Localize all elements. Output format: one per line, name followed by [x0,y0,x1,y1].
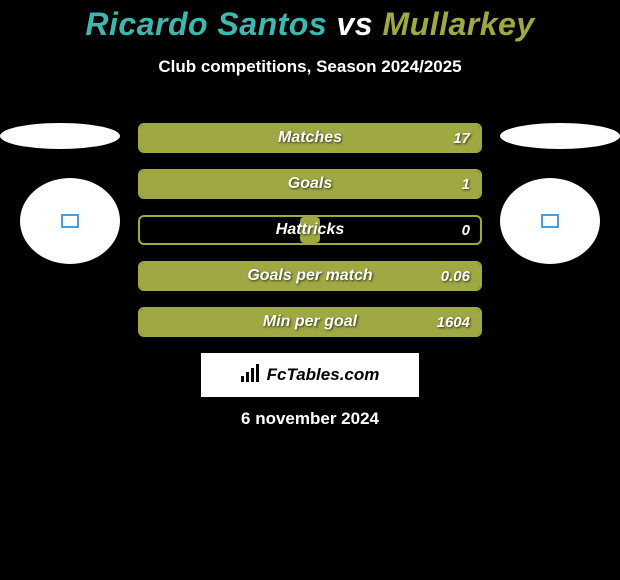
stat-row: Goals 1 [138,169,482,199]
avatar-placeholder-icon [61,214,79,228]
stat-label: Hattricks [276,221,344,239]
stat-row: Matches 17 [138,123,482,153]
promo-box[interactable]: FcTables.com [201,353,419,397]
player1-name: Ricardo Santos [85,6,327,42]
vs-text: vs [337,6,374,42]
stat-label: Goals [288,175,332,193]
right-player-avatar [500,178,600,264]
stats-area: Matches 17 Goals 1 Hattricks 0 Goals per match… [138,123,482,353]
avatar-placeholder-icon [541,214,559,228]
page-title: Ricardo Santos vs Mullarkey [0,0,620,43]
player2-name: Mullarkey [382,6,534,42]
subtitle: Club competitions, Season 2024/2025 [0,57,620,77]
promo-brand-text: FcTables.com [267,365,380,385]
date-text: 6 november 2024 [0,409,620,429]
stat-value-right: 17 [453,130,470,147]
stat-label: Matches [278,129,342,147]
stat-label: Min per goal [263,313,357,331]
stat-row: Hattricks 0 [138,215,482,245]
promo-label: FcTables.com [241,364,380,387]
stat-row: Min per goal 1604 [138,307,482,337]
bars-icon [241,364,263,387]
stat-value-right: 0.06 [441,268,470,285]
stat-label: Goals per match [247,267,372,285]
stat-value-right: 1 [462,176,470,193]
stat-value-right: 1604 [437,314,470,331]
right-ellipse-decor [500,123,620,149]
stat-value-right: 0 [462,222,470,239]
left-ellipse-decor [0,123,120,149]
left-player-avatar [20,178,120,264]
stat-row: Goals per match 0.06 [138,261,482,291]
root-container: Ricardo Santos vs Mullarkey Club competi… [0,0,620,580]
